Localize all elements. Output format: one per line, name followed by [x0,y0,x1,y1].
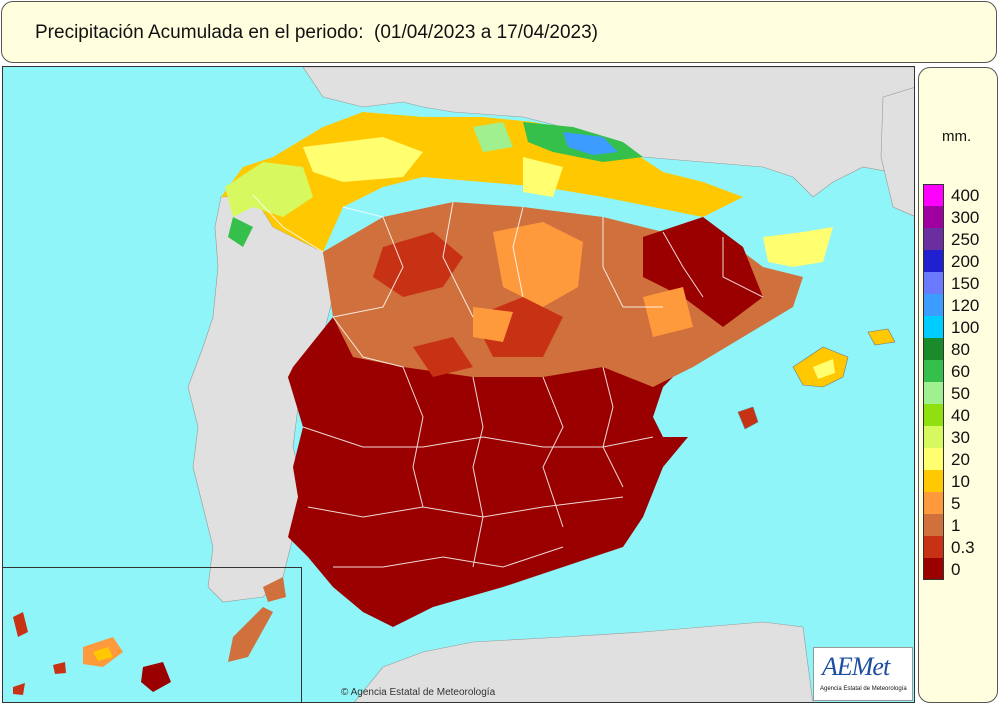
sardinia-land [880,87,914,217]
legend-swatch [923,360,944,382]
aemet-logo: AEMet Agencia Estatal de Meteorología [813,647,913,701]
galicia-green [225,162,313,217]
precipitation-map[interactable]: © Agencia Estatal de Meteorología AEMet … [2,66,915,703]
legend-label: 300 [951,208,980,227]
spain-dark-patch-4 [413,337,473,377]
legend-swatch [923,206,944,228]
canary-islands-inset [3,567,302,702]
spain-orange-patch-1 [493,222,583,307]
navarra-yellow [523,157,563,197]
spain-south-region [288,297,723,627]
legend-label: 400 [951,186,980,205]
legend-swatch [923,448,944,470]
legend-swatch [923,382,944,404]
map-canvas [13,67,914,702]
legend-label: 10 [951,472,970,491]
spain-dark-patch-2 [643,217,763,327]
catalonia-yellow [763,227,833,267]
la-palma [13,612,28,637]
galicia-green-2 [228,217,253,247]
legend-swatch [923,470,944,492]
legend-unit: mm. [942,128,972,145]
legend-label: 250 [951,230,980,249]
lanzarote [263,577,286,602]
legend-swatch [923,536,944,558]
mallorca-inner [813,359,835,379]
legend-label: 40 [951,406,970,425]
menorca [867,328,896,346]
legend-swatch [923,426,944,448]
legend-label: 20 [951,450,970,469]
el-hierro [13,683,25,695]
legend-swatch [923,294,944,316]
spain-orange-patch-3 [643,287,693,337]
province-borders [252,194,764,568]
legend-swatch [923,228,944,250]
legend-label: 150 [951,274,980,293]
legend-label: 30 [951,428,970,447]
la-gomera [53,662,66,674]
logo-subtext: Agencia Estatal de Meteorología [820,686,907,692]
gran-canaria [141,662,171,692]
legend-swatch [923,492,944,514]
legend-swatch [923,338,944,360]
legend-label: 100 [951,318,980,337]
legend-label: 200 [951,252,980,271]
legend-swatch [923,250,944,272]
legend-label: 80 [951,340,970,359]
cantabria-green [473,122,513,152]
map-title: Precipitación Acumulada en el periodo: (… [35,22,599,43]
asturias-yellow [303,137,423,182]
africa-land [354,621,814,702]
basque-blue [563,132,618,155]
legend-swatch [923,184,944,206]
legend-label: 120 [951,296,980,315]
legend-swatch [923,558,944,580]
legend-swatch [923,514,944,536]
legend-label: 0 [951,560,961,579]
tenerife-inner [93,647,113,661]
ibiza [737,406,759,430]
legend-panel: mm. 400 300 250 200 150 120 100 80 60 50 40 30 20 10 5… [918,67,998,703]
logo-wordmark: AEMet [822,652,890,681]
title-panel: Precipitación Acumulada en el periodo: (… [1,1,997,63]
spain-orange-patch-2 [473,307,513,342]
fuerteventura [228,607,273,662]
copyright-text: © Agencia Estatal de Meteorología [341,687,496,698]
legend-swatch [923,404,944,426]
legend-swatch [923,316,944,338]
legend-label: 60 [951,362,970,381]
legend-label: 1 [951,516,961,535]
legend-label: 0.3 [951,538,975,557]
legend-label: 5 [951,494,961,513]
legend-swatch [923,272,944,294]
legend-label: 50 [951,384,970,403]
